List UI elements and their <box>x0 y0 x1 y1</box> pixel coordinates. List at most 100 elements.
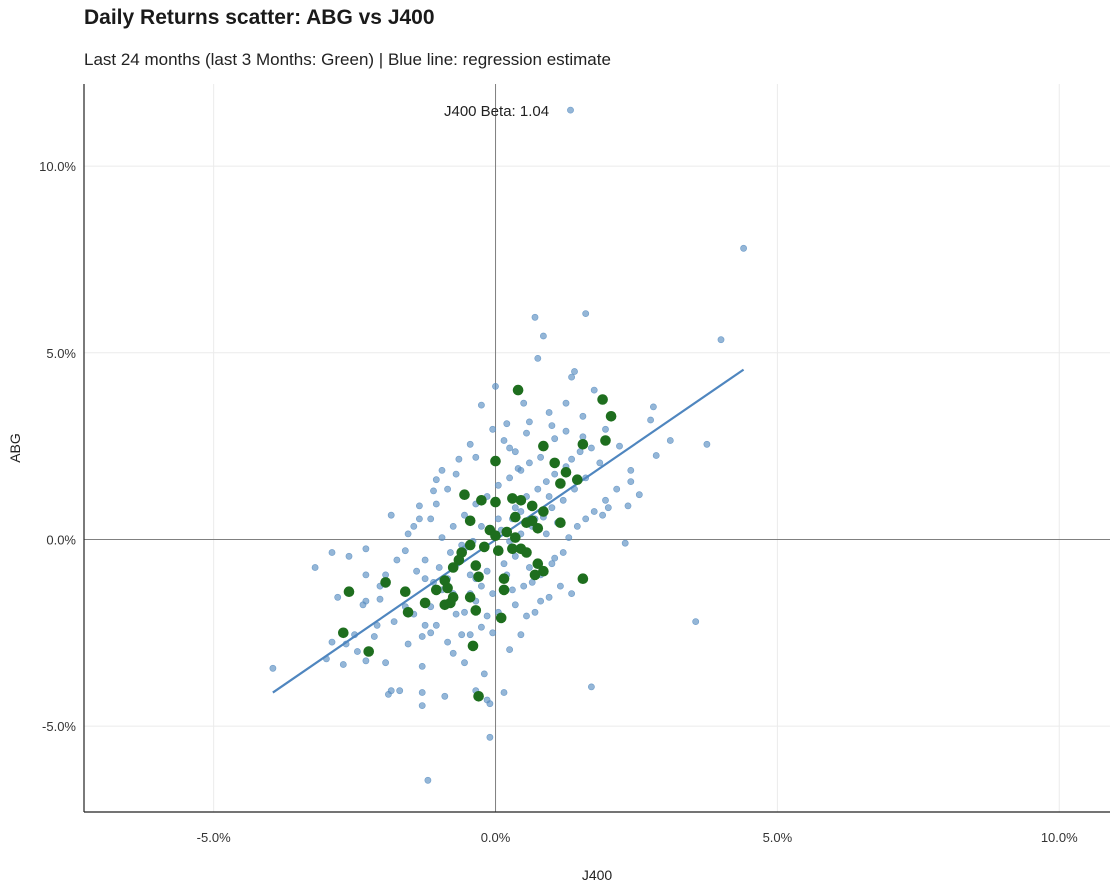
data-point <box>444 485 451 493</box>
data-point <box>531 608 539 616</box>
y-tick-labels: -5.0% 0.0% 5.0% 10.0% <box>39 159 76 734</box>
data-point-recent <box>459 489 470 501</box>
data-point <box>492 382 499 390</box>
data-point <box>418 663 426 670</box>
data-point <box>461 608 468 616</box>
data-point-recent <box>538 506 549 517</box>
data-point <box>387 511 395 519</box>
data-point <box>604 504 612 512</box>
data-point <box>506 444 513 452</box>
series-last-3-months <box>338 384 617 702</box>
data-point <box>545 593 553 601</box>
data-point-recent <box>507 543 518 555</box>
y-tick-label: 0.0% <box>46 532 76 547</box>
y-tick-label: 10.0% <box>39 159 76 174</box>
data-point <box>500 437 508 444</box>
data-point <box>339 661 347 668</box>
data-point <box>590 386 598 394</box>
data-point-recent <box>442 582 453 594</box>
chart-title: Daily Returns scatter: ABG vs J400 <box>84 6 435 29</box>
data-point <box>362 571 370 579</box>
data-point-recent <box>493 545 504 556</box>
data-point <box>650 403 657 411</box>
data-point <box>523 429 530 437</box>
series-last-24-months <box>269 106 747 784</box>
data-point <box>588 683 595 691</box>
data-point-recent <box>597 394 608 405</box>
data-point <box>489 425 497 433</box>
data-point-recent <box>467 640 479 652</box>
data-point <box>520 582 528 590</box>
data-point <box>477 401 485 409</box>
data-point-recent <box>498 584 510 596</box>
data-point <box>370 633 378 640</box>
data-point <box>506 646 513 653</box>
data-point-recent <box>431 584 442 596</box>
data-point-recent <box>538 565 549 577</box>
data-point <box>557 582 564 590</box>
data-point-recent <box>521 547 532 558</box>
data-point <box>494 515 502 523</box>
data-point <box>486 733 494 741</box>
data-point <box>362 657 370 665</box>
data-point <box>562 427 570 435</box>
data-point-recent <box>532 523 544 534</box>
data-point <box>624 502 632 510</box>
data-point-recent <box>490 455 501 467</box>
data-point <box>396 687 404 695</box>
data-point-recent <box>464 592 476 603</box>
data-point-recent <box>470 560 482 571</box>
data-point <box>384 691 392 698</box>
data-point <box>483 612 491 620</box>
data-point <box>449 649 457 657</box>
data-point <box>599 511 606 519</box>
data-point-recent <box>560 467 572 478</box>
data-point <box>455 455 463 463</box>
data-point <box>621 539 629 547</box>
data-point <box>480 670 488 678</box>
x-tick-label: -5.0% <box>197 830 231 845</box>
data-point-recent <box>526 500 538 512</box>
y-tick-label: 5.0% <box>46 346 76 361</box>
data-point <box>489 590 497 597</box>
data-point <box>511 552 519 560</box>
data-point <box>435 564 443 571</box>
data-point <box>613 485 621 493</box>
data-point-recent <box>464 539 476 551</box>
data-point-recent <box>473 691 484 702</box>
data-point-recent <box>605 411 617 422</box>
data-point-recent <box>521 517 532 528</box>
data-point <box>421 556 429 564</box>
data-point <box>328 549 336 556</box>
data-point <box>500 560 508 568</box>
data-point <box>461 659 468 667</box>
data-point <box>647 416 654 424</box>
data-point-recent <box>577 573 589 584</box>
data-point <box>311 564 319 571</box>
data-point <box>382 571 389 579</box>
data-point-recent <box>343 586 355 597</box>
data-point <box>596 459 604 467</box>
data-point <box>534 485 542 493</box>
data-point-recent <box>555 517 566 528</box>
data-point <box>548 560 556 568</box>
data-point <box>588 444 595 452</box>
data-point <box>509 586 516 594</box>
data-point <box>567 106 574 114</box>
data-point <box>461 511 468 519</box>
data-point <box>432 621 440 629</box>
data-point <box>404 640 412 648</box>
data-point <box>534 354 542 362</box>
data-point <box>545 409 553 416</box>
data-point <box>548 422 556 429</box>
data-point-recent <box>470 605 482 616</box>
data-point <box>418 633 426 640</box>
data-point <box>537 453 544 461</box>
data-point <box>390 618 398 625</box>
data-point-recent <box>577 439 589 450</box>
data-point <box>523 612 530 620</box>
data-point <box>401 547 409 555</box>
data-point <box>353 648 361 655</box>
data-point-recent <box>464 515 476 527</box>
